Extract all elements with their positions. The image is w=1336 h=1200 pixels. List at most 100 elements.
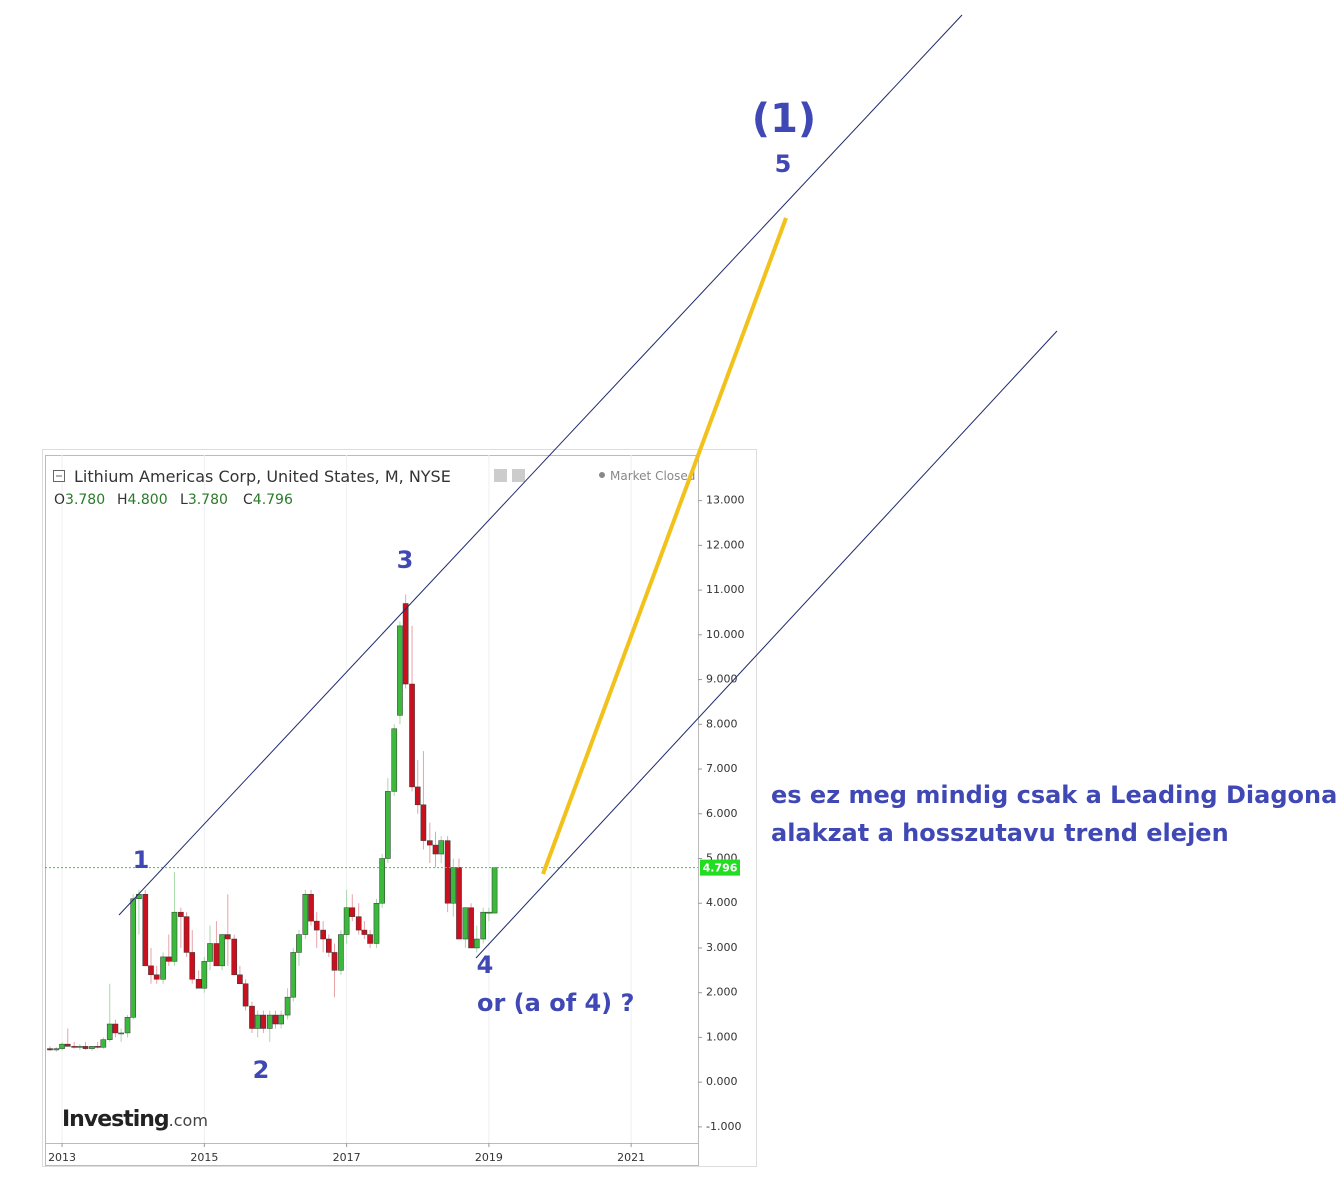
candle-body — [118, 1032, 124, 1035]
candle-body — [178, 911, 184, 917]
candle-body — [153, 974, 160, 980]
candle-body — [491, 867, 498, 914]
candle-body — [468, 907, 474, 949]
candle-body — [278, 1014, 284, 1025]
candle-body — [480, 911, 486, 940]
y-tick-label: 11.000 — [706, 583, 745, 596]
axes: 2013 2015 2017 2019 202113.00012.00011.00010… — [45, 494, 745, 1166]
y-tick-label: 3.000 — [706, 941, 738, 954]
candle-body — [130, 898, 137, 1018]
grid — [61, 455, 632, 1143]
candle-body — [355, 916, 362, 931]
candle-body — [47, 1048, 53, 1051]
candle-body — [308, 894, 314, 922]
candle-body — [77, 1046, 83, 1048]
candle-body — [462, 907, 469, 940]
y-tick-label: 7.000 — [706, 762, 738, 775]
candle-body — [254, 1014, 261, 1029]
candle-body — [195, 979, 202, 989]
ohlc-key: O — [54, 492, 65, 508]
brand-logo: Investing.com — [62, 1107, 208, 1132]
candle-body — [427, 840, 433, 846]
candle-body — [213, 943, 220, 967]
candles — [45, 594, 698, 1052]
candle-body — [450, 867, 457, 904]
ohlc-value: 4.796 — [253, 492, 293, 508]
candle-body — [142, 894, 149, 967]
y-tick-label: 2.000 — [706, 986, 738, 999]
candle-body — [296, 934, 302, 953]
candle-body — [82, 1046, 89, 1049]
chart-panel — [42, 449, 757, 1167]
market-status: Market Closed — [610, 469, 695, 483]
candle-body — [160, 956, 166, 980]
ohlc-item: O3.780 — [54, 492, 105, 508]
candle-body — [290, 952, 297, 998]
candle-body — [231, 938, 238, 976]
status-dot — [599, 472, 605, 478]
candle-body — [59, 1043, 65, 1049]
comment-line: alakzat a hosszutavu trend elejen — [771, 819, 1229, 847]
candle-body — [183, 916, 190, 953]
candle-body — [438, 840, 445, 855]
candle-body — [402, 603, 409, 685]
ohlc-key: H — [117, 492, 128, 508]
candle-body — [409, 683, 415, 788]
wave-label-major: (1) — [752, 96, 816, 142]
ohlc-item: H4.800 — [117, 492, 168, 508]
wave-label-alt: or (a of 4) ? — [477, 989, 634, 1017]
last-price-tag — [700, 859, 740, 876]
candle-body — [171, 911, 178, 962]
candle-body — [71, 1046, 77, 1048]
ohlc-key: C — [243, 492, 253, 508]
candle-body — [385, 791, 391, 859]
wave-label: 1 — [133, 846, 150, 874]
channel-lower — [475, 330, 1058, 959]
y-tick-label: 0.000 — [706, 1075, 738, 1088]
candle-body — [391, 728, 398, 792]
candle-body — [338, 934, 344, 971]
ohlc-value: 3.780 — [65, 492, 105, 508]
candle-body — [237, 974, 243, 984]
candle-body — [106, 1023, 113, 1040]
candle-body — [414, 786, 421, 806]
candle-body — [486, 911, 492, 914]
projection-line — [541, 217, 788, 875]
candle-body — [249, 1005, 255, 1029]
candle-body — [207, 943, 213, 962]
candle-body — [260, 1014, 267, 1029]
candle-body — [456, 867, 462, 940]
candle-body — [373, 902, 380, 944]
candle-body — [473, 938, 480, 949]
wave-label: 5 — [775, 150, 792, 178]
chart-title: Lithium Americas Corp, United States, M,… — [74, 467, 451, 486]
candle-body — [201, 961, 208, 989]
ohlc-item: C4.796 — [243, 492, 293, 508]
settings-icon[interactable] — [494, 469, 507, 482]
candle-body — [266, 1014, 273, 1029]
candle-body — [189, 952, 196, 980]
y-tick-label: 4.000 — [706, 896, 738, 909]
candle-body — [361, 929, 368, 935]
wave-label: 3 — [397, 546, 414, 574]
candle-body — [148, 965, 154, 976]
candle-body — [272, 1014, 279, 1025]
y-tick-label: 6.000 — [706, 807, 738, 820]
y-tick-label: -1.000 — [706, 1120, 741, 1133]
candle-body — [326, 938, 332, 953]
last-price-label: 4.796 — [703, 862, 738, 875]
ohlc-item: L3.780 — [180, 492, 228, 508]
candle-body — [89, 1046, 95, 1049]
brand-name: Investing — [62, 1107, 169, 1132]
y-tick-label: 9.000 — [706, 673, 738, 686]
x-tick-label: 2019 — [475, 1151, 503, 1164]
candle-body — [420, 804, 427, 841]
ohlc-key: L — [180, 492, 188, 508]
ohlc-value: 4.800 — [128, 492, 168, 508]
y-tick-label: 10.000 — [706, 628, 745, 641]
settings-icon[interactable] — [512, 469, 525, 482]
wave-label: 4 — [477, 951, 494, 979]
candle-body — [225, 934, 231, 940]
